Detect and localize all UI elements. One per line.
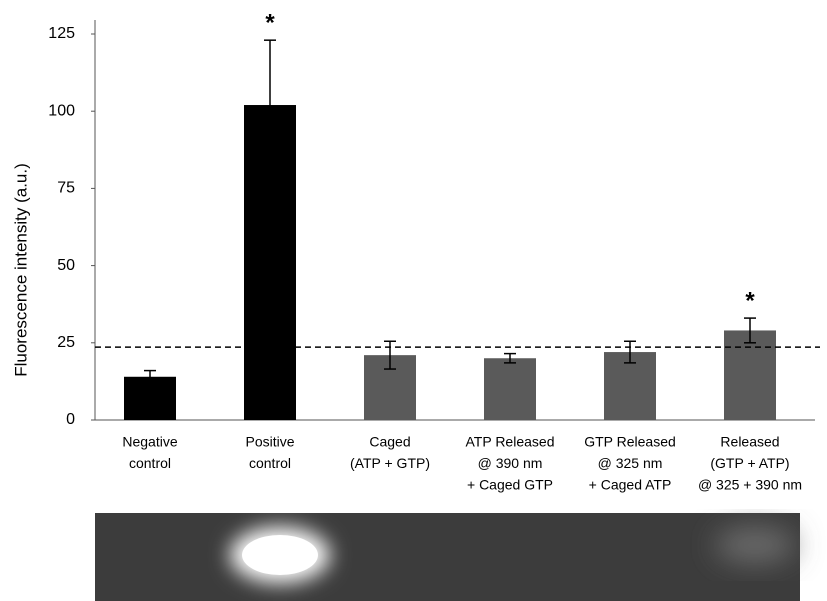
x-tick-label: control bbox=[249, 455, 291, 471]
x-tick-label: (GTP + ATP) bbox=[710, 455, 789, 471]
y-axis-label: Fluorescence intensity (a.u.) bbox=[11, 163, 30, 377]
x-tick-label: + Caged ATP bbox=[589, 477, 672, 493]
x-tick-label: @ 325 + 390 nm bbox=[698, 477, 802, 493]
significance-marker: * bbox=[745, 287, 755, 314]
x-tick-label: ATP Released bbox=[466, 434, 555, 450]
y-tick-label: 100 bbox=[48, 102, 75, 119]
x-tick-label: control bbox=[129, 455, 171, 471]
x-tick-label: @ 390 nm bbox=[478, 455, 543, 471]
y-tick-label: 25 bbox=[57, 334, 75, 351]
x-tick-label: Released bbox=[720, 434, 779, 450]
x-tick-label: + Caged GTP bbox=[467, 477, 553, 493]
y-tick-label: 50 bbox=[57, 257, 75, 274]
x-tick-label: @ 325 nm bbox=[598, 455, 663, 471]
y-tick-label: 125 bbox=[48, 25, 75, 42]
x-tick-label: Positive bbox=[245, 434, 294, 450]
chart: Fluorescence intensity (a.u.) 0 25 50 75 100… bbox=[0, 0, 827, 601]
significance-marker: * bbox=[265, 10, 275, 37]
bar bbox=[484, 358, 536, 420]
x-tick-label: (ATP + GTP) bbox=[350, 455, 430, 471]
x-tick-label: GTP Released bbox=[584, 434, 676, 450]
x-tick-label: Negative bbox=[122, 434, 177, 450]
y-tick-label: 75 bbox=[57, 180, 75, 197]
gel-image bbox=[95, 513, 800, 601]
y-tick-label: 0 bbox=[66, 411, 75, 428]
x-tick-label: Caged bbox=[369, 434, 410, 450]
bar bbox=[724, 330, 776, 420]
